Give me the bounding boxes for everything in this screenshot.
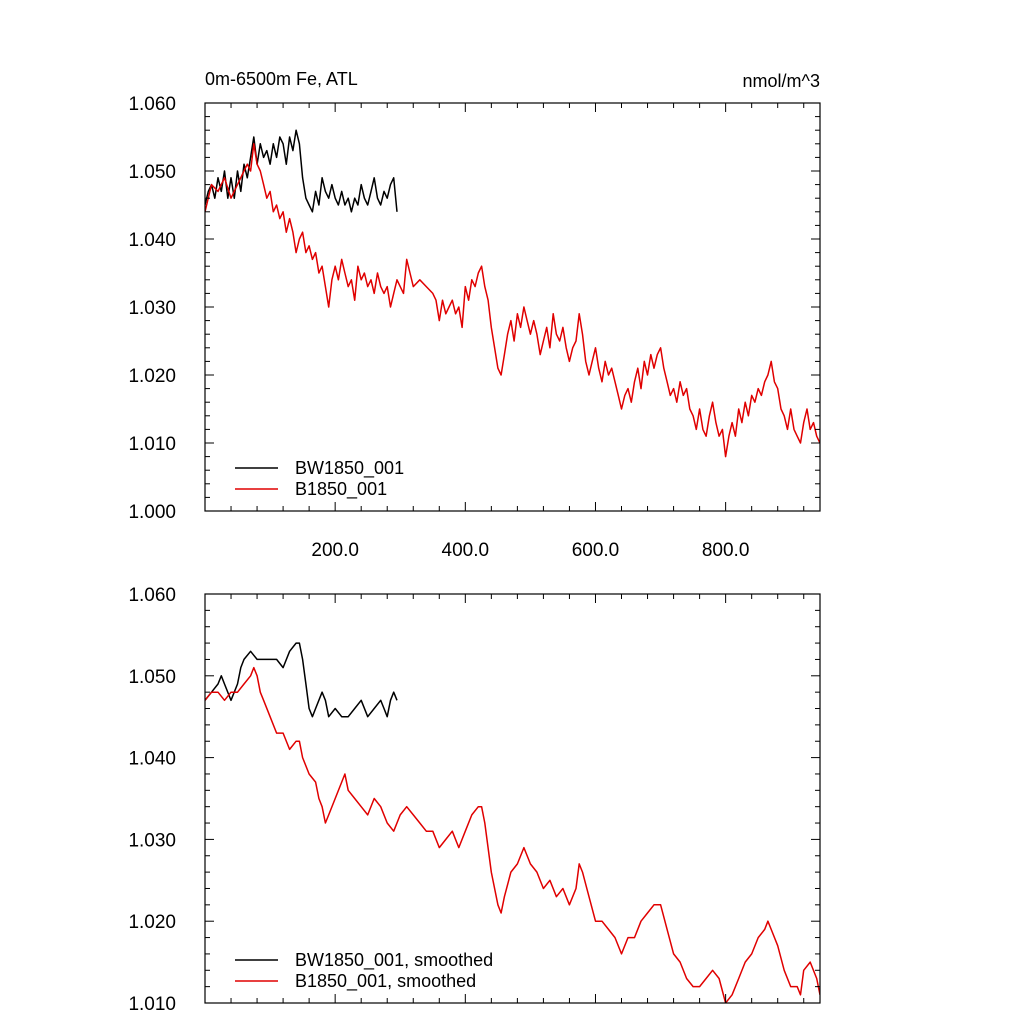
legend-label: BW1850_001: [295, 458, 404, 479]
x-tick-label: 400.0: [442, 540, 490, 561]
y-tick-label: 1.050: [128, 162, 176, 183]
x-tick-label: 200.0: [311, 540, 359, 561]
y-tick-label: 1.040: [128, 749, 176, 770]
y-tick-label: 1.050: [128, 667, 176, 688]
x-tick-label: 800.0: [702, 540, 750, 561]
plot-frame: [204, 593, 821, 1004]
y-tick-label: 1.010: [128, 434, 176, 455]
y-tick-label: 1.020: [128, 912, 176, 933]
y-tick-label: 1.040: [128, 230, 176, 251]
series-line-b1850: [205, 143, 820, 458]
bottom-panel: 1.010 1.020 1.030 1.040 1.050 1.060 BW1850_001…: [128, 585, 821, 1015]
legend-label: BW1850_001, smoothed: [295, 950, 493, 971]
y-tick-label: 1.000: [128, 502, 176, 523]
legend-label: B1850_001, smoothed: [295, 971, 476, 992]
y-tick-label: 1.060: [128, 585, 176, 606]
y-tick-label: 1.030: [128, 298, 176, 319]
series-line-b1850: [205, 666, 820, 1003]
y-tick-label: 1.020: [128, 366, 176, 387]
chart-title: 0m-6500m Fe, ATL: [205, 69, 358, 89]
y-tick-label: 1.060: [128, 94, 176, 115]
series-line-bw1850: [205, 642, 398, 718]
chart-units: nmol/m^3: [743, 71, 820, 91]
top-panel: 1.000 1.010 1.020 1.030 1.040 1.050 1.060 200.0…: [128, 69, 821, 561]
y-tick-label: 1.010: [128, 994, 176, 1015]
x-tick-label: 600.0: [572, 540, 620, 561]
y-tick-label: 1.030: [128, 830, 176, 851]
legend-label: B1850_001: [295, 479, 387, 500]
series-line-bw1850: [205, 129, 398, 213]
